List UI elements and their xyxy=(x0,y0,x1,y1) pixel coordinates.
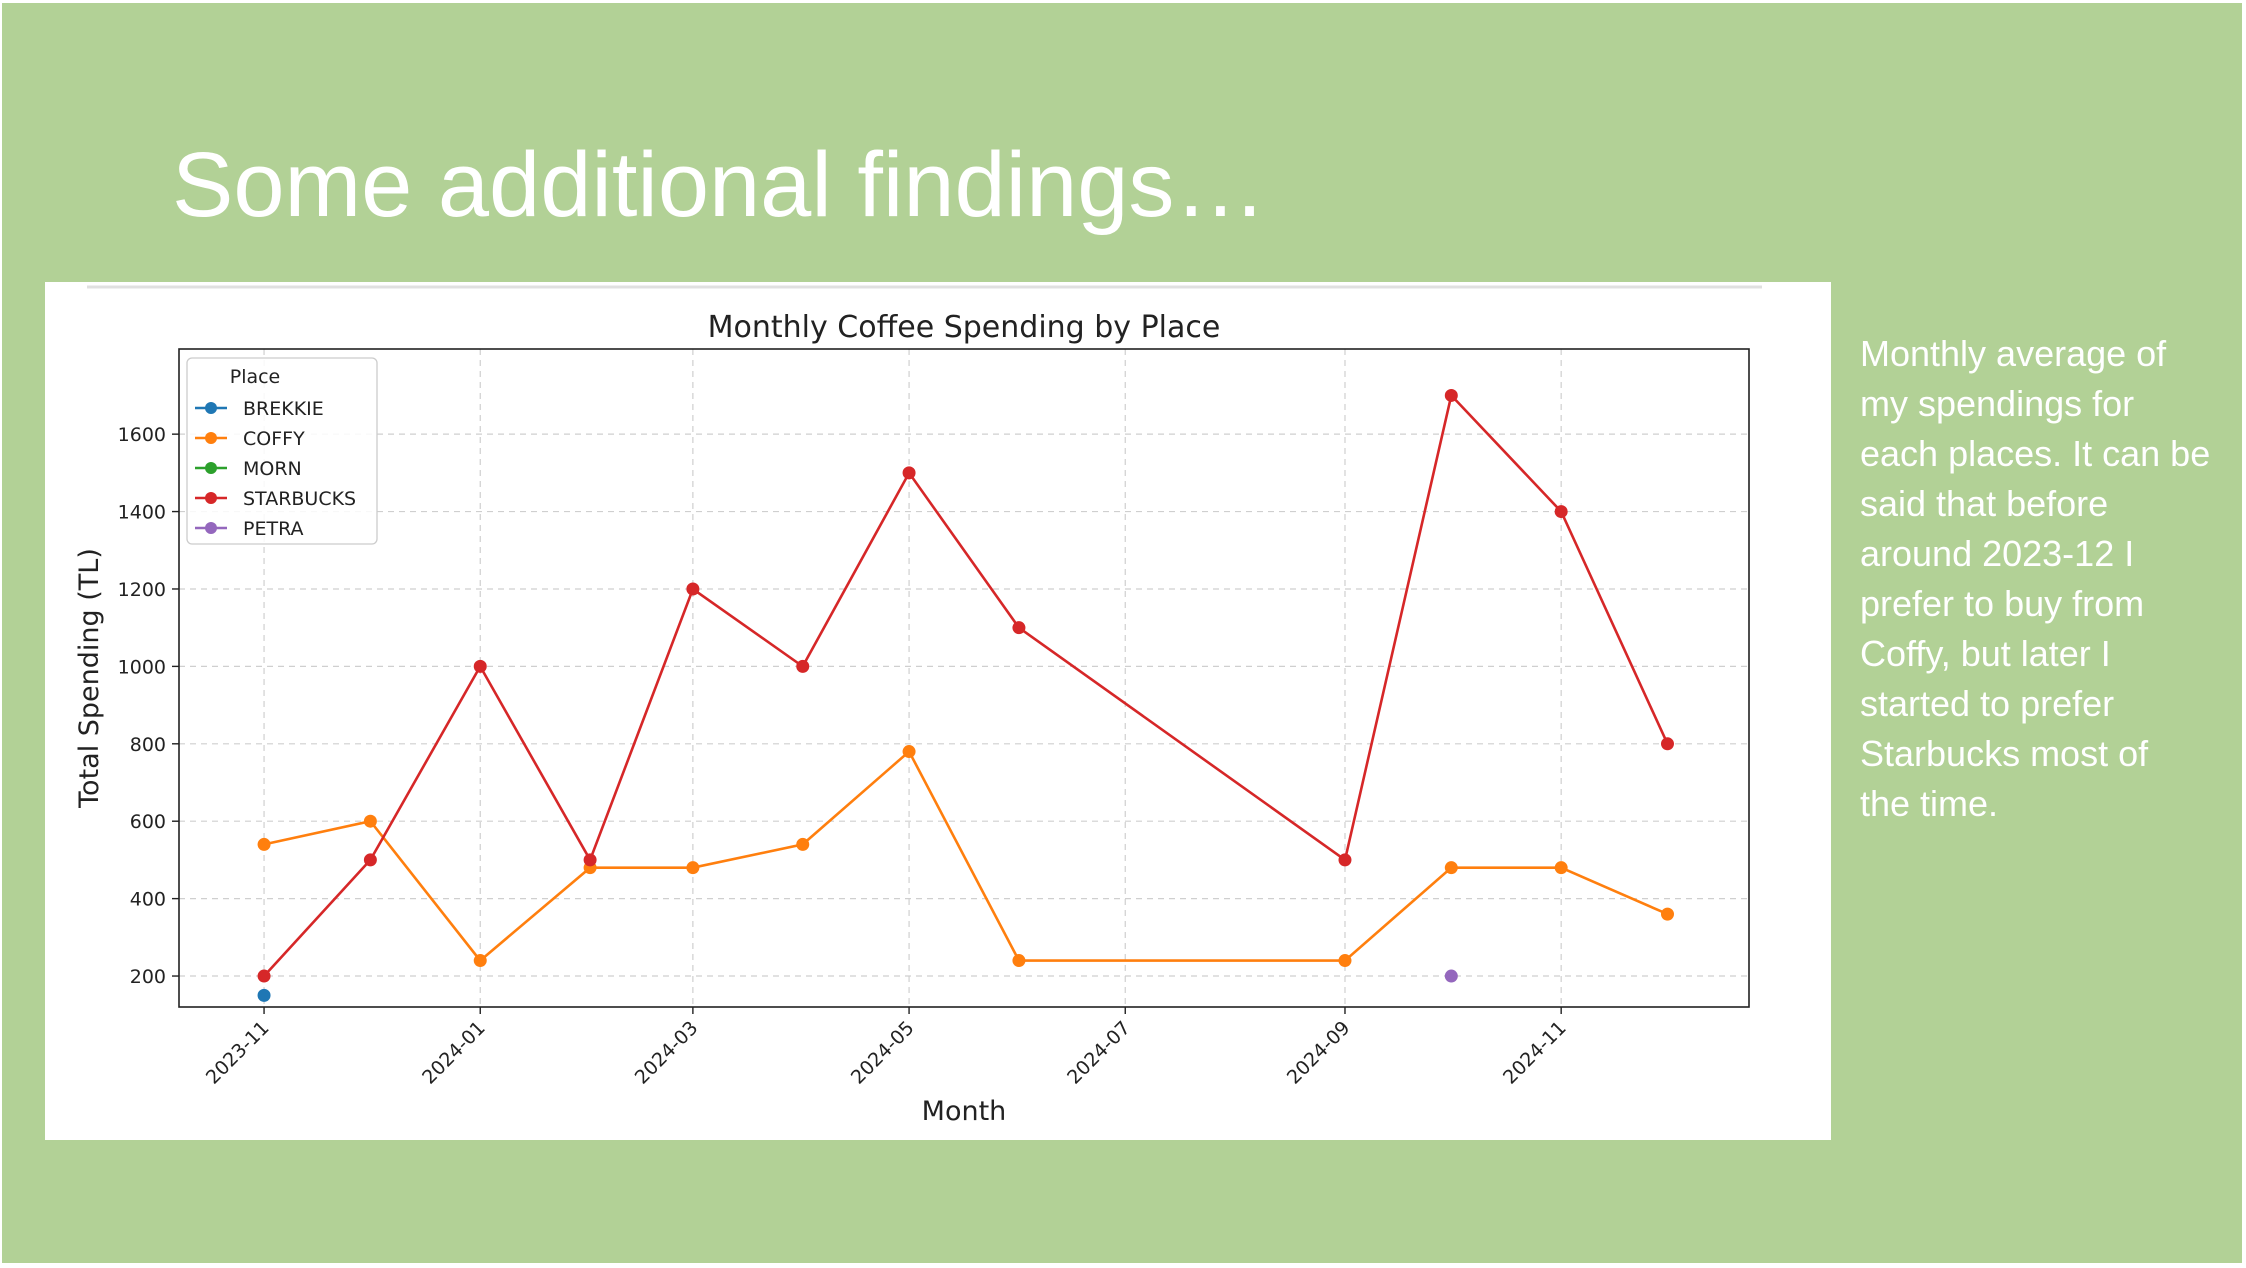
y-tick-label: 200 xyxy=(130,966,166,988)
data-point-petra xyxy=(1444,969,1458,983)
y-tick-label: 400 xyxy=(130,889,166,911)
x-tick-label: 2024-07 xyxy=(1063,1017,1135,1089)
data-point-coffy xyxy=(1012,954,1026,968)
data-point-coffy xyxy=(257,837,271,851)
plot-frame xyxy=(178,348,1750,1008)
data-point-starbucks xyxy=(363,853,377,867)
description-line: Starbucks most of xyxy=(1860,733,2149,774)
data-point-starbucks xyxy=(1444,388,1458,402)
x-axis-label: Month xyxy=(922,1096,1007,1127)
y-tick-label: 600 xyxy=(130,811,166,833)
legend-box xyxy=(186,357,378,545)
data-point-coffy xyxy=(473,954,487,968)
data-point-starbucks xyxy=(257,969,271,983)
legend-swatch-marker xyxy=(205,402,217,414)
legend-swatch-marker xyxy=(205,432,217,444)
data-point-coffy xyxy=(796,837,810,851)
data-point-coffy xyxy=(1660,907,1674,921)
description-line: Coffy, but later I xyxy=(1860,633,2111,674)
data-point-starbucks xyxy=(686,582,700,596)
x-tick-label: 2024-11 xyxy=(1499,1017,1571,1089)
description-text: Monthly average of my spendings for each… xyxy=(1860,329,2240,829)
description-line: each places. It can be xyxy=(1860,433,2211,474)
x-tick-label: 2024-05 xyxy=(847,1017,919,1089)
description-line: said that before xyxy=(1860,483,2109,524)
data-point-starbucks xyxy=(796,659,810,673)
slide: Some additional findings… 200 400 600 800 10… xyxy=(2,3,2242,1263)
data-point-coffy xyxy=(1338,954,1352,968)
data-point-starbucks xyxy=(583,853,597,867)
slide-title: Some additional findings… xyxy=(172,134,1267,236)
x-tick-label: 2024-03 xyxy=(631,1017,703,1089)
y-tick-label: 1200 xyxy=(118,579,166,601)
legend-swatch-marker xyxy=(205,522,217,534)
legend-title: Place xyxy=(230,366,281,388)
series-line-coffy xyxy=(263,749,1669,963)
data-point-starbucks xyxy=(1338,853,1352,867)
data-point-starbucks xyxy=(1554,505,1568,519)
legend-swatch-marker xyxy=(205,462,217,474)
legend-label-brekkie: BREKKIE xyxy=(243,398,324,420)
y-tick-label: 1000 xyxy=(118,656,166,678)
description-line: prefer to buy from xyxy=(1860,583,2145,624)
x-tick-label: 2023-11 xyxy=(202,1017,274,1089)
description-line: my spendings for xyxy=(1860,383,2135,424)
legend-label-morn: MORN xyxy=(243,458,302,480)
data-point-coffy xyxy=(1444,861,1458,875)
data-point-starbucks xyxy=(1660,737,1674,751)
y-tick-label: 1400 xyxy=(118,502,166,524)
description-line: the time. xyxy=(1860,783,1999,824)
description-line: around 2023-12 I xyxy=(1860,533,2135,574)
data-point-starbucks xyxy=(902,466,916,480)
data-point-starbucks xyxy=(473,659,487,673)
x-tick-label: 2024-01 xyxy=(418,1017,490,1089)
chart-container: 200 400 600 800 1000 1200 1400 1600 2023-11 2024-… xyxy=(45,282,1831,1140)
data-point-coffy xyxy=(1554,861,1568,875)
data-point-starbucks xyxy=(1012,621,1026,635)
y-tick-label: 800 xyxy=(130,734,166,756)
data-point-coffy xyxy=(363,814,377,828)
y-axis-label: Total Spending (TL) xyxy=(74,548,105,809)
description-line: Monthly average of xyxy=(1860,333,2167,374)
line-chart: 200 400 600 800 1000 1200 1400 1600 2023-11 2024-… xyxy=(74,285,1762,1127)
description-line: started to prefer xyxy=(1860,683,2115,724)
data-point-coffy xyxy=(686,861,700,875)
data-point-brekkie xyxy=(257,988,271,1002)
legend-label-coffy: COFFY xyxy=(243,428,305,450)
data-point-coffy xyxy=(902,745,916,759)
chart-title: Monthly Coffee Spending by Place xyxy=(708,310,1221,345)
legend-label-starbucks: STARBUCKS xyxy=(243,488,356,510)
legend-label-petra: PETRA xyxy=(243,518,304,540)
y-tick-label: 1600 xyxy=(118,424,166,446)
legend-swatch-marker xyxy=(205,492,217,504)
series-line-starbucks xyxy=(263,392,1669,977)
x-tick-label: 2024-09 xyxy=(1283,1017,1355,1089)
